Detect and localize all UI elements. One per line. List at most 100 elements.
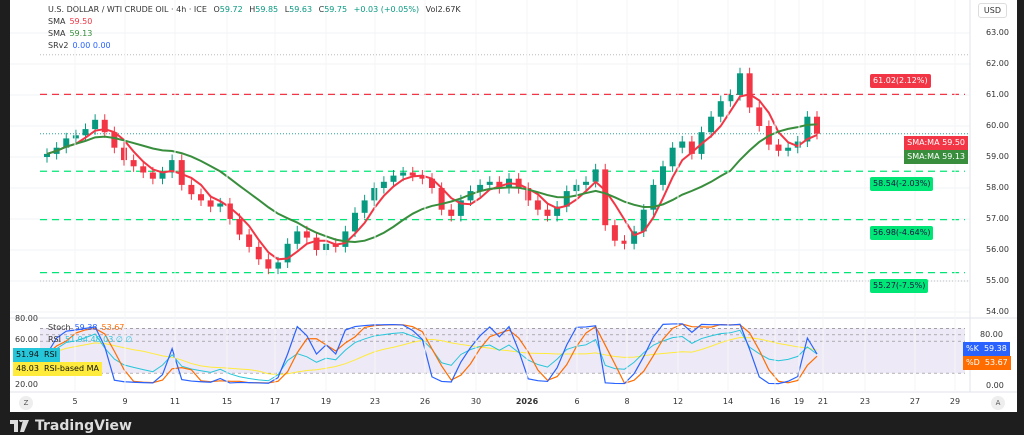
rsi-axis-label: 80.00 — [15, 314, 38, 323]
rsi-values: 51.94 48.03 ∅ ∅ — [65, 335, 133, 344]
candle-body — [226, 203, 233, 219]
candle-body — [467, 191, 474, 201]
candle-body — [371, 188, 378, 201]
candle-body — [419, 175, 426, 179]
time-axis-label: 23 — [859, 397, 871, 406]
sr-level-label: 58.54(-2.03%) — [870, 177, 934, 192]
price-axis-label: 63.00 — [986, 28, 1009, 37]
candle-body — [775, 144, 782, 151]
candle-body — [563, 191, 570, 207]
candle-body — [602, 169, 609, 226]
candle-body — [592, 169, 599, 182]
auto-scale-button[interactable]: A — [991, 396, 1005, 410]
rsi-ma-label: RSI-based MA — [44, 364, 99, 373]
osc-axis-label: 0.00 — [986, 381, 1004, 390]
d-tag-value: 53.67 — [984, 358, 1008, 367]
candle-body — [631, 231, 638, 244]
candle-body — [255, 246, 262, 260]
candle-body — [44, 153, 50, 157]
srv2-legend[interactable]: SRv2 0.00 0.00 — [48, 41, 115, 50]
time-axis-label: 9 — [122, 397, 128, 406]
stoch-legend[interactable]: Stoch 59.38 53.67 — [48, 323, 128, 332]
rsi-tag-label: RSI — [44, 350, 57, 359]
candle-body — [159, 172, 166, 179]
time-axis-label: 29 — [949, 397, 961, 406]
sma-slow-legend[interactable]: SMA 59.13 — [48, 29, 96, 38]
osc-axis-label: 80.00 — [980, 330, 1003, 339]
candle-body — [746, 73, 753, 108]
candle-body — [198, 194, 204, 201]
close-label: C — [318, 5, 325, 14]
time-axis-label: 2026 — [515, 397, 539, 406]
high-group: H59.85 — [249, 5, 278, 14]
low-group: L59.63 — [285, 5, 312, 14]
candle-body — [554, 206, 561, 216]
time-axis-label: 8 — [624, 397, 630, 406]
rsi-axis-label: 60.00 — [15, 335, 38, 344]
candle-body — [409, 172, 416, 176]
price-axis-label: 57.00 — [986, 214, 1009, 223]
candle-body — [457, 200, 464, 216]
open-label: O — [213, 5, 220, 14]
vol-value: 2.67K — [437, 5, 461, 14]
candle-body — [804, 116, 811, 142]
candle-body — [737, 73, 743, 95]
candle-body — [303, 231, 310, 238]
time-axis-label: 17 — [269, 397, 281, 406]
rsi-value-tag: 51.94 RSI — [13, 348, 60, 362]
candle-body — [121, 147, 127, 161]
low-value: 59.63 — [289, 5, 313, 14]
sma-fast-legend[interactable]: SMA 59.50 — [48, 17, 96, 26]
candle-body — [72, 135, 79, 139]
close-group: C59.75 — [319, 5, 348, 14]
stoch-d-tag: %D 53.67 — [963, 356, 1011, 370]
price-axis-label: 58.00 — [986, 183, 1009, 192]
rsi-tag-value: 51.94 — [16, 350, 39, 359]
sma-price-tag: SMA:MA 59.13 — [904, 150, 968, 164]
candle-body — [544, 209, 551, 216]
tradingview-logo[interactable]: TradingView — [10, 418, 132, 434]
candle-body — [708, 116, 715, 133]
rsi-legend[interactable]: RSI 51.94 48.03 ∅ ∅ — [48, 335, 136, 344]
time-axis-label: 26 — [419, 397, 431, 406]
sr-level-label: 61.02(2.12%) — [870, 74, 931, 89]
candle-body — [727, 95, 734, 102]
candle-body — [130, 160, 137, 167]
indicator-value: 59.50 — [69, 17, 93, 26]
time-axis-label: 14 — [722, 397, 734, 406]
candle-body — [688, 141, 695, 154]
chart-canvas[interactable] — [10, 0, 1017, 412]
price-axis-label: 55.00 — [986, 276, 1009, 285]
high-value: 59.85 — [255, 5, 279, 14]
vol-label: Vol — [425, 5, 438, 14]
price-axis-label: 54.00 — [986, 307, 1009, 316]
candle-body — [794, 141, 801, 148]
candle-body — [621, 240, 628, 244]
candle-body — [448, 209, 455, 216]
candle-body — [111, 132, 118, 148]
brand-name: TradingView — [35, 418, 132, 434]
stoch-d-value: 53.67 — [101, 323, 125, 332]
sr-level-label: 56.98(-4.64%) — [870, 225, 934, 240]
open-group: O59.72 — [213, 5, 242, 14]
candle-body — [82, 129, 89, 136]
indicator-value: 0.00 0.00 — [72, 41, 111, 50]
sr-level-label: 55.27(-7.5%) — [870, 278, 929, 293]
time-axis-label: 23 — [369, 397, 381, 406]
rsi-label: RSI — [48, 335, 61, 344]
indicator-value: 59.13 — [69, 29, 93, 38]
candle-body — [534, 200, 541, 210]
price-axis-label: 61.00 — [986, 90, 1009, 99]
vol-group: Vol2.67K — [426, 5, 461, 14]
currency-button[interactable]: USD — [977, 3, 1007, 18]
d-tag-label: %D — [966, 358, 980, 367]
stoch-label: Stoch — [48, 323, 71, 332]
candle-body — [611, 225, 618, 241]
time-axis-label: 21 — [817, 397, 829, 406]
candle-body — [380, 181, 387, 188]
candle-body — [660, 166, 666, 185]
candle-body — [361, 200, 368, 213]
timezone-button[interactable]: Z — [19, 396, 33, 410]
time-axis-label: 19 — [793, 397, 805, 406]
candle-body — [265, 259, 272, 269]
